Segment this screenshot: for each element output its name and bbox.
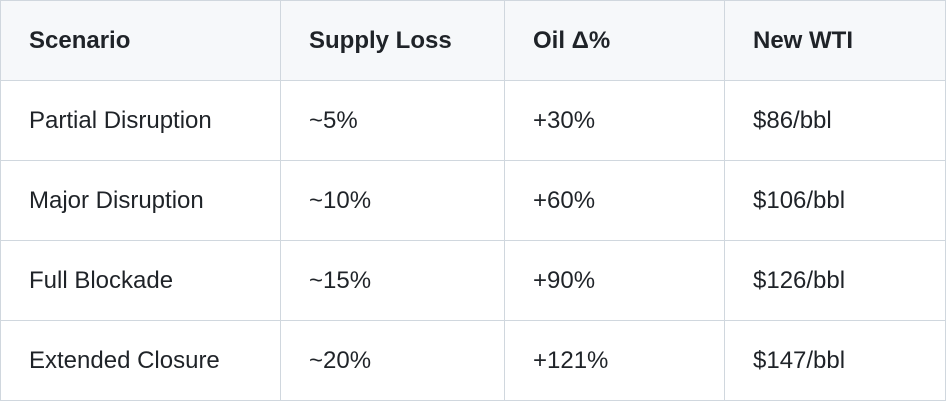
table-cell: ~20%	[280, 320, 505, 401]
table-cell: Major Disruption	[0, 160, 281, 241]
table-row: Extended Closure ~20% +121% $147/bbl	[0, 320, 946, 401]
table-cell: $86/bbl	[724, 80, 946, 161]
table-cell: +121%	[504, 320, 725, 401]
table-cell: Partial Disruption	[0, 80, 281, 161]
table-cell: +30%	[504, 80, 725, 161]
table-cell: ~15%	[280, 240, 505, 321]
table-cell: Extended Closure	[0, 320, 281, 401]
table-cell: ~10%	[280, 160, 505, 241]
table-row: Partial Disruption ~5% +30% $86/bbl	[0, 80, 946, 161]
table-cell: $106/bbl	[724, 160, 946, 241]
table-row: Major Disruption ~10% +60% $106/bbl	[0, 160, 946, 241]
table-cell: $147/bbl	[724, 320, 946, 401]
header-cell: New WTI	[724, 0, 946, 81]
table-cell: $126/bbl	[724, 240, 946, 321]
header-cell: Oil Δ%	[504, 0, 725, 81]
header-row: Scenario Supply Loss Oil Δ% New WTI	[0, 0, 946, 81]
header-cell: Supply Loss	[280, 0, 505, 81]
table-cell: +90%	[504, 240, 725, 321]
table-cell: ~5%	[280, 80, 505, 161]
table-row: Full Blockade ~15% +90% $126/bbl	[0, 240, 946, 321]
table-cell: +60%	[504, 160, 725, 241]
table-cell: Full Blockade	[0, 240, 281, 321]
header-cell: Scenario	[0, 0, 281, 81]
